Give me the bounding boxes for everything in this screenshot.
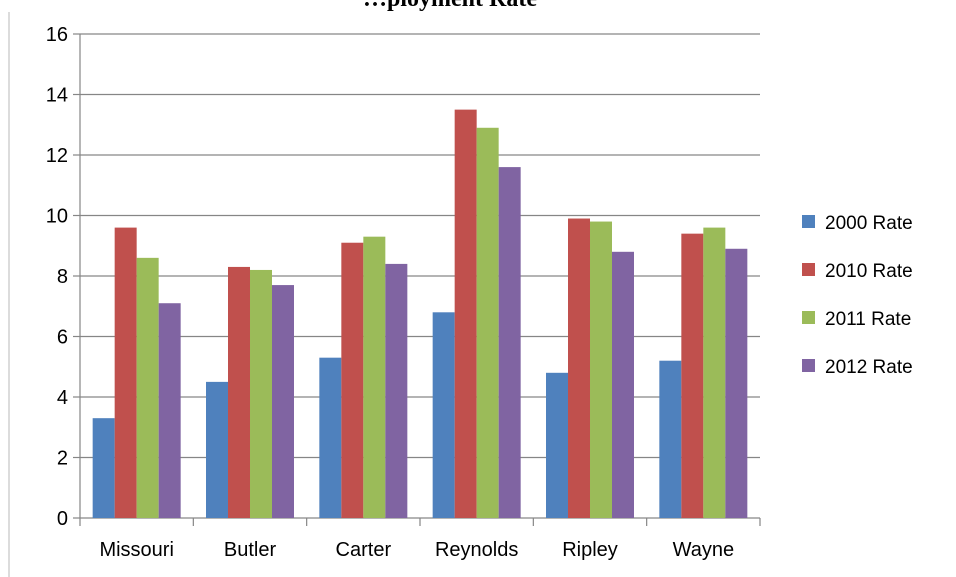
- bar: [454, 109, 477, 518]
- bar: [363, 236, 386, 519]
- x-tick-label: Carter: [336, 539, 392, 561]
- bar: [319, 357, 342, 518]
- y-tick-label: 16: [46, 24, 68, 46]
- bar: [92, 418, 115, 518]
- legend-swatch: [802, 311, 815, 324]
- x-tick-label: Butler: [224, 539, 277, 561]
- x-tick-label: Ripley: [562, 539, 618, 561]
- x-tick-label: Missouri: [99, 539, 173, 561]
- legend-label: 2000 Rate: [825, 213, 913, 234]
- bar: [158, 303, 181, 518]
- bar: [590, 221, 612, 519]
- bar: [136, 257, 159, 518]
- legend-label: 2012 Rate: [825, 357, 913, 378]
- bar: [114, 227, 137, 518]
- y-tick-label: 0: [57, 508, 68, 530]
- bar: [385, 263, 408, 518]
- bar: [703, 227, 726, 518]
- y-tick-label: 10: [46, 206, 68, 228]
- y-tick-label: 14: [46, 85, 68, 107]
- y-tick-label: 8: [57, 266, 68, 288]
- bar: [206, 381, 228, 518]
- x-tick-label: Wayne: [673, 539, 735, 561]
- bar: [725, 248, 748, 518]
- x-tick-label: Reynolds: [435, 539, 518, 561]
- bar: [250, 269, 272, 518]
- bar: [681, 233, 704, 518]
- bar: [546, 372, 568, 518]
- bar: [498, 167, 521, 518]
- bar: [476, 127, 499, 519]
- legend-swatch: [802, 359, 815, 372]
- y-tick-label: 4: [57, 387, 68, 409]
- bar: [228, 266, 250, 518]
- bar: [341, 242, 364, 518]
- y-tick-label: 6: [57, 327, 68, 349]
- legend-swatch: [802, 215, 815, 228]
- bar: [612, 251, 634, 519]
- y-tick-label: 2: [57, 448, 68, 470]
- legend-label: 2011 Rate: [825, 309, 911, 330]
- bar: [272, 285, 294, 518]
- bar: [568, 218, 590, 518]
- legend-swatch: [802, 263, 815, 276]
- y-tick-label: 12: [46, 145, 68, 167]
- bar: [659, 360, 682, 518]
- legend-label: 2010 Rate: [825, 261, 913, 282]
- bar: [432, 312, 455, 518]
- chart-title: …ployment Rate: [300, 0, 600, 13]
